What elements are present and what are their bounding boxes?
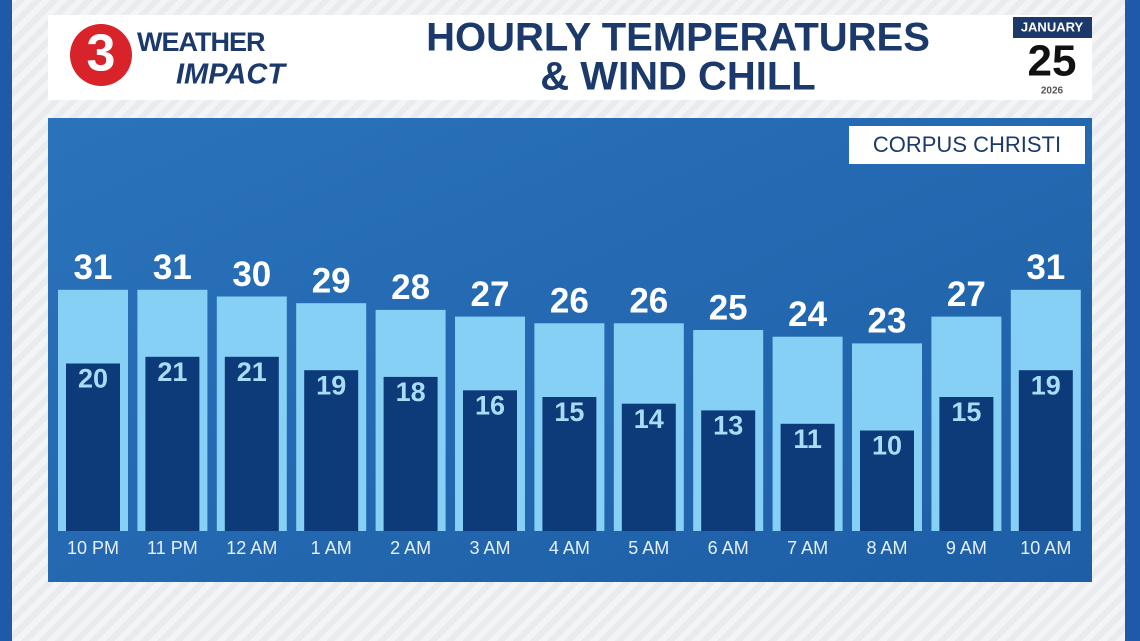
wind-chill-label: 11 bbox=[793, 424, 822, 454]
temperature-label: 31 bbox=[1026, 248, 1065, 287]
wind-chill-bar bbox=[463, 390, 517, 531]
temperature-label: 26 bbox=[550, 282, 589, 321]
temperature-label: 29 bbox=[312, 261, 351, 300]
left-border bbox=[0, 0, 12, 641]
x-tick-label: 12 AM bbox=[226, 538, 277, 558]
right-border bbox=[1125, 0, 1140, 641]
temperature-label: 31 bbox=[153, 248, 192, 287]
temperature-label: 26 bbox=[629, 282, 668, 321]
wind-chill-bar bbox=[224, 356, 279, 531]
wind-chill-label: 14 bbox=[634, 404, 664, 434]
x-tick-label: 9 AM bbox=[946, 538, 987, 558]
wind-chill-label: 15 bbox=[554, 397, 584, 427]
date-month: JANUARY bbox=[1021, 19, 1084, 34]
wind-chill-label: 16 bbox=[475, 390, 505, 420]
wind-chill-bar bbox=[780, 423, 835, 531]
wind-chill-label: 20 bbox=[78, 364, 108, 394]
header bbox=[48, 15, 1092, 100]
x-tick-label: 10 PM bbox=[67, 538, 119, 558]
x-tick-label: 11 PM bbox=[147, 538, 198, 558]
temperature-label: 28 bbox=[391, 268, 430, 307]
location: CORPUS CHRISTI bbox=[873, 132, 1061, 157]
temperature-label: 23 bbox=[868, 302, 907, 341]
wind-chill-bar bbox=[860, 430, 914, 531]
wind-chill-label: 19 bbox=[1031, 370, 1061, 400]
wind-chill-bar bbox=[701, 410, 756, 531]
x-tick-label: 2 AM bbox=[390, 538, 431, 558]
temperature-label: 25 bbox=[709, 288, 748, 327]
wind-chill-bar bbox=[1018, 370, 1073, 531]
wind-chill-bar bbox=[145, 356, 200, 531]
wind-chill-label: 13 bbox=[713, 411, 743, 441]
x-tick-label: 6 AM bbox=[708, 538, 749, 558]
x-tick-label: 3 AM bbox=[469, 538, 510, 558]
date-day: 25 bbox=[1028, 37, 1077, 86]
wind-chill-bar bbox=[621, 403, 676, 531]
title-line: & WIND CHILL bbox=[540, 55, 816, 99]
wind-chill-bar bbox=[66, 363, 120, 531]
x-tick-label: 5 AM bbox=[628, 538, 669, 558]
wind-chill-bar bbox=[939, 397, 994, 531]
wind-chill-label: 10 bbox=[872, 431, 902, 461]
logo-circle bbox=[70, 24, 132, 86]
x-tick-label: 10 AM bbox=[1020, 538, 1071, 558]
wind-chill-label: 19 bbox=[316, 370, 346, 400]
temperature-label: 31 bbox=[74, 248, 113, 287]
logo-line1: WEATHER bbox=[137, 27, 265, 57]
logo-line2: IMPACT bbox=[176, 59, 287, 91]
wind-chill-label: 21 bbox=[157, 357, 187, 387]
temperature-label: 30 bbox=[232, 255, 271, 294]
temperature-label: 27 bbox=[947, 275, 986, 314]
date-year: 2026 bbox=[1041, 86, 1064, 97]
x-tick-label: 4 AM bbox=[549, 538, 590, 558]
location-box bbox=[849, 126, 1085, 164]
temperature-label: 24 bbox=[788, 295, 827, 334]
temperature-label: 27 bbox=[471, 275, 510, 314]
wind-chill-bar bbox=[383, 376, 438, 531]
wind-chill-label: 15 bbox=[951, 397, 981, 427]
wind-chill-label: 21 bbox=[237, 357, 267, 387]
wind-chill-bar bbox=[304, 370, 359, 531]
x-tick-label: 7 AM bbox=[787, 538, 828, 558]
wind-chill-bar bbox=[542, 397, 597, 531]
title-line: HOURLY TEMPERATURES bbox=[426, 16, 930, 60]
wind-chill-label: 18 bbox=[396, 377, 426, 407]
x-tick-label: 1 AM bbox=[311, 538, 352, 558]
x-tick-label: 8 AM bbox=[866, 538, 907, 558]
logo-number: 3 bbox=[87, 25, 116, 83]
date-month-box bbox=[1013, 17, 1092, 38]
